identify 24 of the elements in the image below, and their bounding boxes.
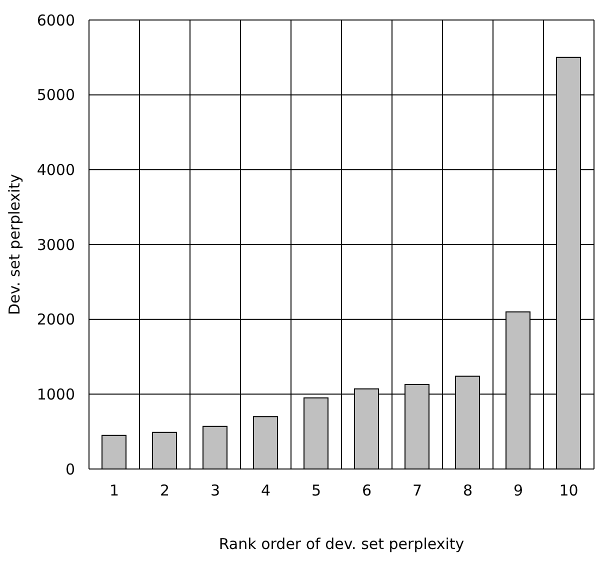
y-tick-label: 6000 — [36, 11, 75, 30]
y-axis-title: Dev. set perplexity — [5, 174, 24, 316]
y-tick-label: 4000 — [36, 160, 75, 179]
x-tick-label: 2 — [160, 482, 170, 500]
bar — [304, 397, 328, 469]
x-axis-title: Rank order of dev. set perplexity — [218, 535, 464, 553]
bar — [102, 434, 126, 469]
x-tick-label: 4 — [260, 482, 271, 500]
y-tick-label: 0 — [65, 460, 75, 478]
y-tick-label: 1000 — [36, 385, 75, 404]
x-tick-label: 9 — [513, 482, 524, 500]
x-tick-label: 8 — [462, 482, 473, 500]
bar — [202, 426, 228, 469]
x-tick-label: 5 — [311, 482, 322, 500]
x-tick-label: 10 — [559, 482, 578, 500]
x-tick-label: 3 — [210, 482, 220, 500]
y-tick-label: 5000 — [36, 86, 75, 104]
x-tick-label: 7 — [412, 482, 422, 500]
x-tick-label: 1 — [109, 482, 120, 500]
bar — [152, 432, 177, 469]
x-tick-label: 6 — [362, 482, 372, 500]
y-tick-label: 2000 — [36, 310, 75, 329]
y-tick-label: 3000 — [36, 236, 75, 254]
bar — [253, 416, 278, 469]
